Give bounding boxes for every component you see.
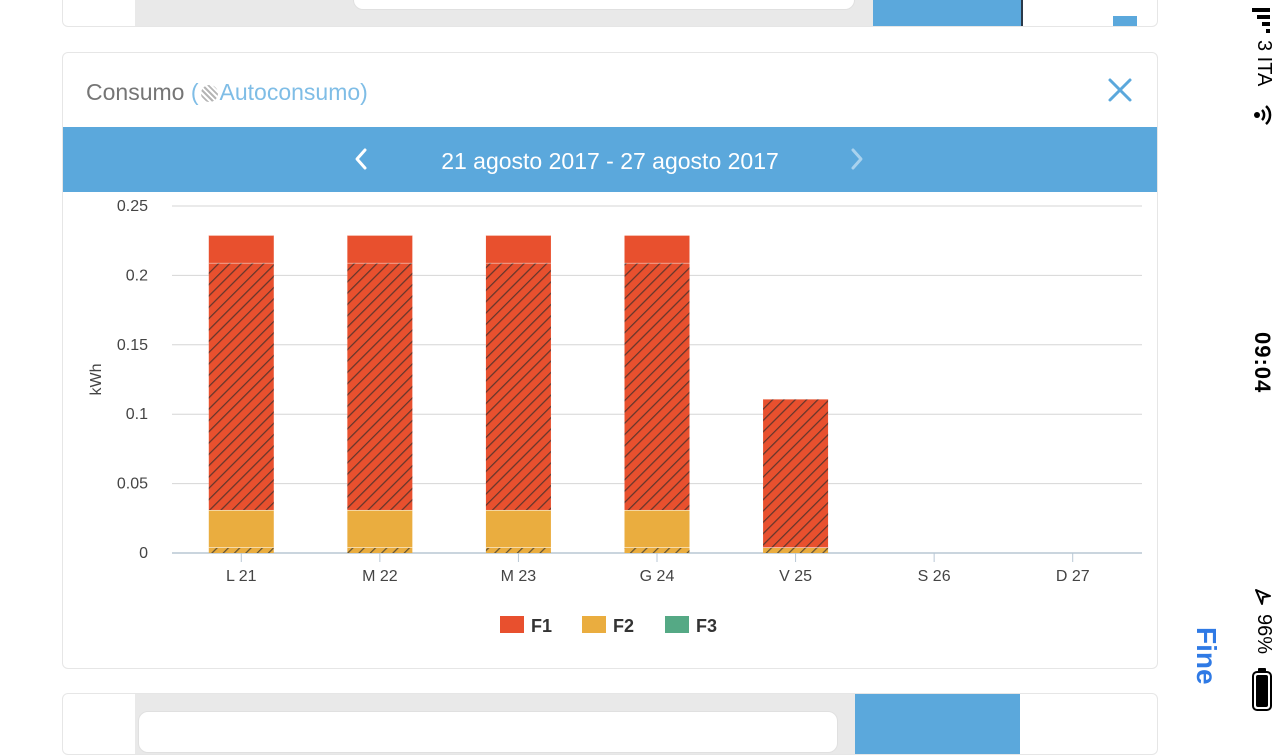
bar-hatch-autoconsumo	[208, 547, 274, 553]
legend-swatch-f1	[500, 616, 524, 633]
bar-hatch-autoconsumo	[347, 262, 413, 510]
chart-axes: 0 0.05 0.1 0.15 0.2 0.25 kWh L 21 M 22 M 23 G 24 V …	[88, 198, 1090, 585]
y-tick-label: 0.05	[117, 476, 148, 493]
chevron-right-icon[interactable]	[843, 146, 869, 172]
bar-hatch-autoconsumo	[624, 262, 690, 510]
previous-card-divider	[1021, 0, 1023, 26]
bar-segment-f2	[208, 509, 274, 548]
legend-swatch-f3	[665, 616, 689, 633]
autoconsumo-paren-open: (	[184, 79, 199, 105]
legend-swatch-f2	[582, 616, 606, 633]
bar-hatch-autoconsumo	[624, 547, 690, 553]
x-tick-label: M 23	[501, 568, 537, 585]
bar-segment-f2	[485, 509, 551, 548]
battery-icon	[1252, 668, 1272, 711]
x-tick-label: L 21	[226, 568, 257, 585]
previous-card-field[interactable]	[353, 0, 855, 10]
legend-label-f3: F3	[696, 616, 717, 636]
previous-card-toggle[interactable]	[1113, 16, 1137, 26]
legend-label-f1: F1	[531, 616, 552, 636]
previous-card	[62, 0, 1158, 27]
date-range-label: 21 agosto 2017 - 27 agosto 2017	[441, 148, 779, 174]
bar-segment-f1	[485, 235, 551, 263]
bar-hatch-autoconsumo	[485, 262, 551, 510]
card-header: Consumo ( Autoconsumo)	[63, 53, 1157, 127]
bar-segment-f2	[347, 509, 413, 548]
y-tick-label: 0.1	[126, 406, 148, 423]
bar-hatch-autoconsumo	[763, 398, 829, 548]
y-tick-label: 0.15	[117, 337, 148, 354]
location-icon	[1255, 589, 1271, 605]
card-title: Consumo ( Autoconsumo)	[86, 79, 368, 106]
card-title-text: Consumo	[86, 79, 185, 105]
chart-legend: F1 F2 F3	[500, 616, 717, 636]
y-tick-label: 0	[139, 545, 148, 562]
autoconsumo-label: Autoconsumo	[219, 79, 361, 105]
date-navigation-bar: 21 agosto 2017 - 27 agosto 2017	[63, 127, 1157, 192]
consumption-card: Consumo ( Autoconsumo) 21 agosto 2017 - 2…	[62, 52, 1158, 669]
previous-card-action-button[interactable]	[873, 0, 1021, 26]
done-button[interactable]: Fine	[1191, 627, 1222, 685]
bar-segment-f1	[347, 235, 413, 263]
next-card-field[interactable]	[138, 711, 838, 753]
consumption-chart: 0 0.05 0.1 0.15 0.2 0.25 kWh L 21 M 22 M 23 G 24 V …	[88, 198, 1142, 636]
bar-segment-f1	[624, 235, 690, 263]
bar-hatch-autoconsumo	[208, 262, 274, 510]
signal-icon	[1252, 8, 1270, 33]
legend-label-f2: F2	[613, 616, 634, 636]
next-card	[62, 693, 1158, 755]
x-tick-label: G 24	[640, 568, 675, 585]
wifi-icon	[1254, 105, 1272, 125]
bar-hatch-autoconsumo	[347, 547, 413, 553]
x-tick-label: D 27	[1056, 568, 1090, 585]
hatch-pattern-icon	[200, 85, 218, 102]
chart-bars	[208, 234, 829, 553]
chevron-left-icon[interactable]	[349, 146, 375, 172]
bar-hatch-autoconsumo	[763, 547, 829, 553]
battery-percentage: 96%	[1253, 614, 1275, 655]
y-tick-label: 0.2	[126, 267, 148, 284]
x-tick-label: M 22	[362, 568, 398, 585]
autoconsumo-legend: ( Autoconsumo)	[184, 79, 368, 105]
x-tick-label: S 26	[918, 568, 951, 585]
y-tick-label: 0.25	[117, 198, 148, 215]
close-icon[interactable]	[1105, 75, 1135, 105]
bar-segment-f2	[624, 509, 690, 548]
y-axis-label: kWh	[88, 364, 105, 396]
x-tick-label: V 25	[779, 568, 812, 585]
bar-hatch-autoconsumo	[485, 547, 551, 553]
autoconsumo-paren-close: )	[360, 79, 368, 105]
next-card-action-button[interactable]	[855, 694, 1020, 754]
carrier-label: 3 ITA	[1253, 40, 1275, 87]
bar-segment-f1	[208, 235, 274, 263]
clock: 09:04	[1250, 332, 1275, 394]
